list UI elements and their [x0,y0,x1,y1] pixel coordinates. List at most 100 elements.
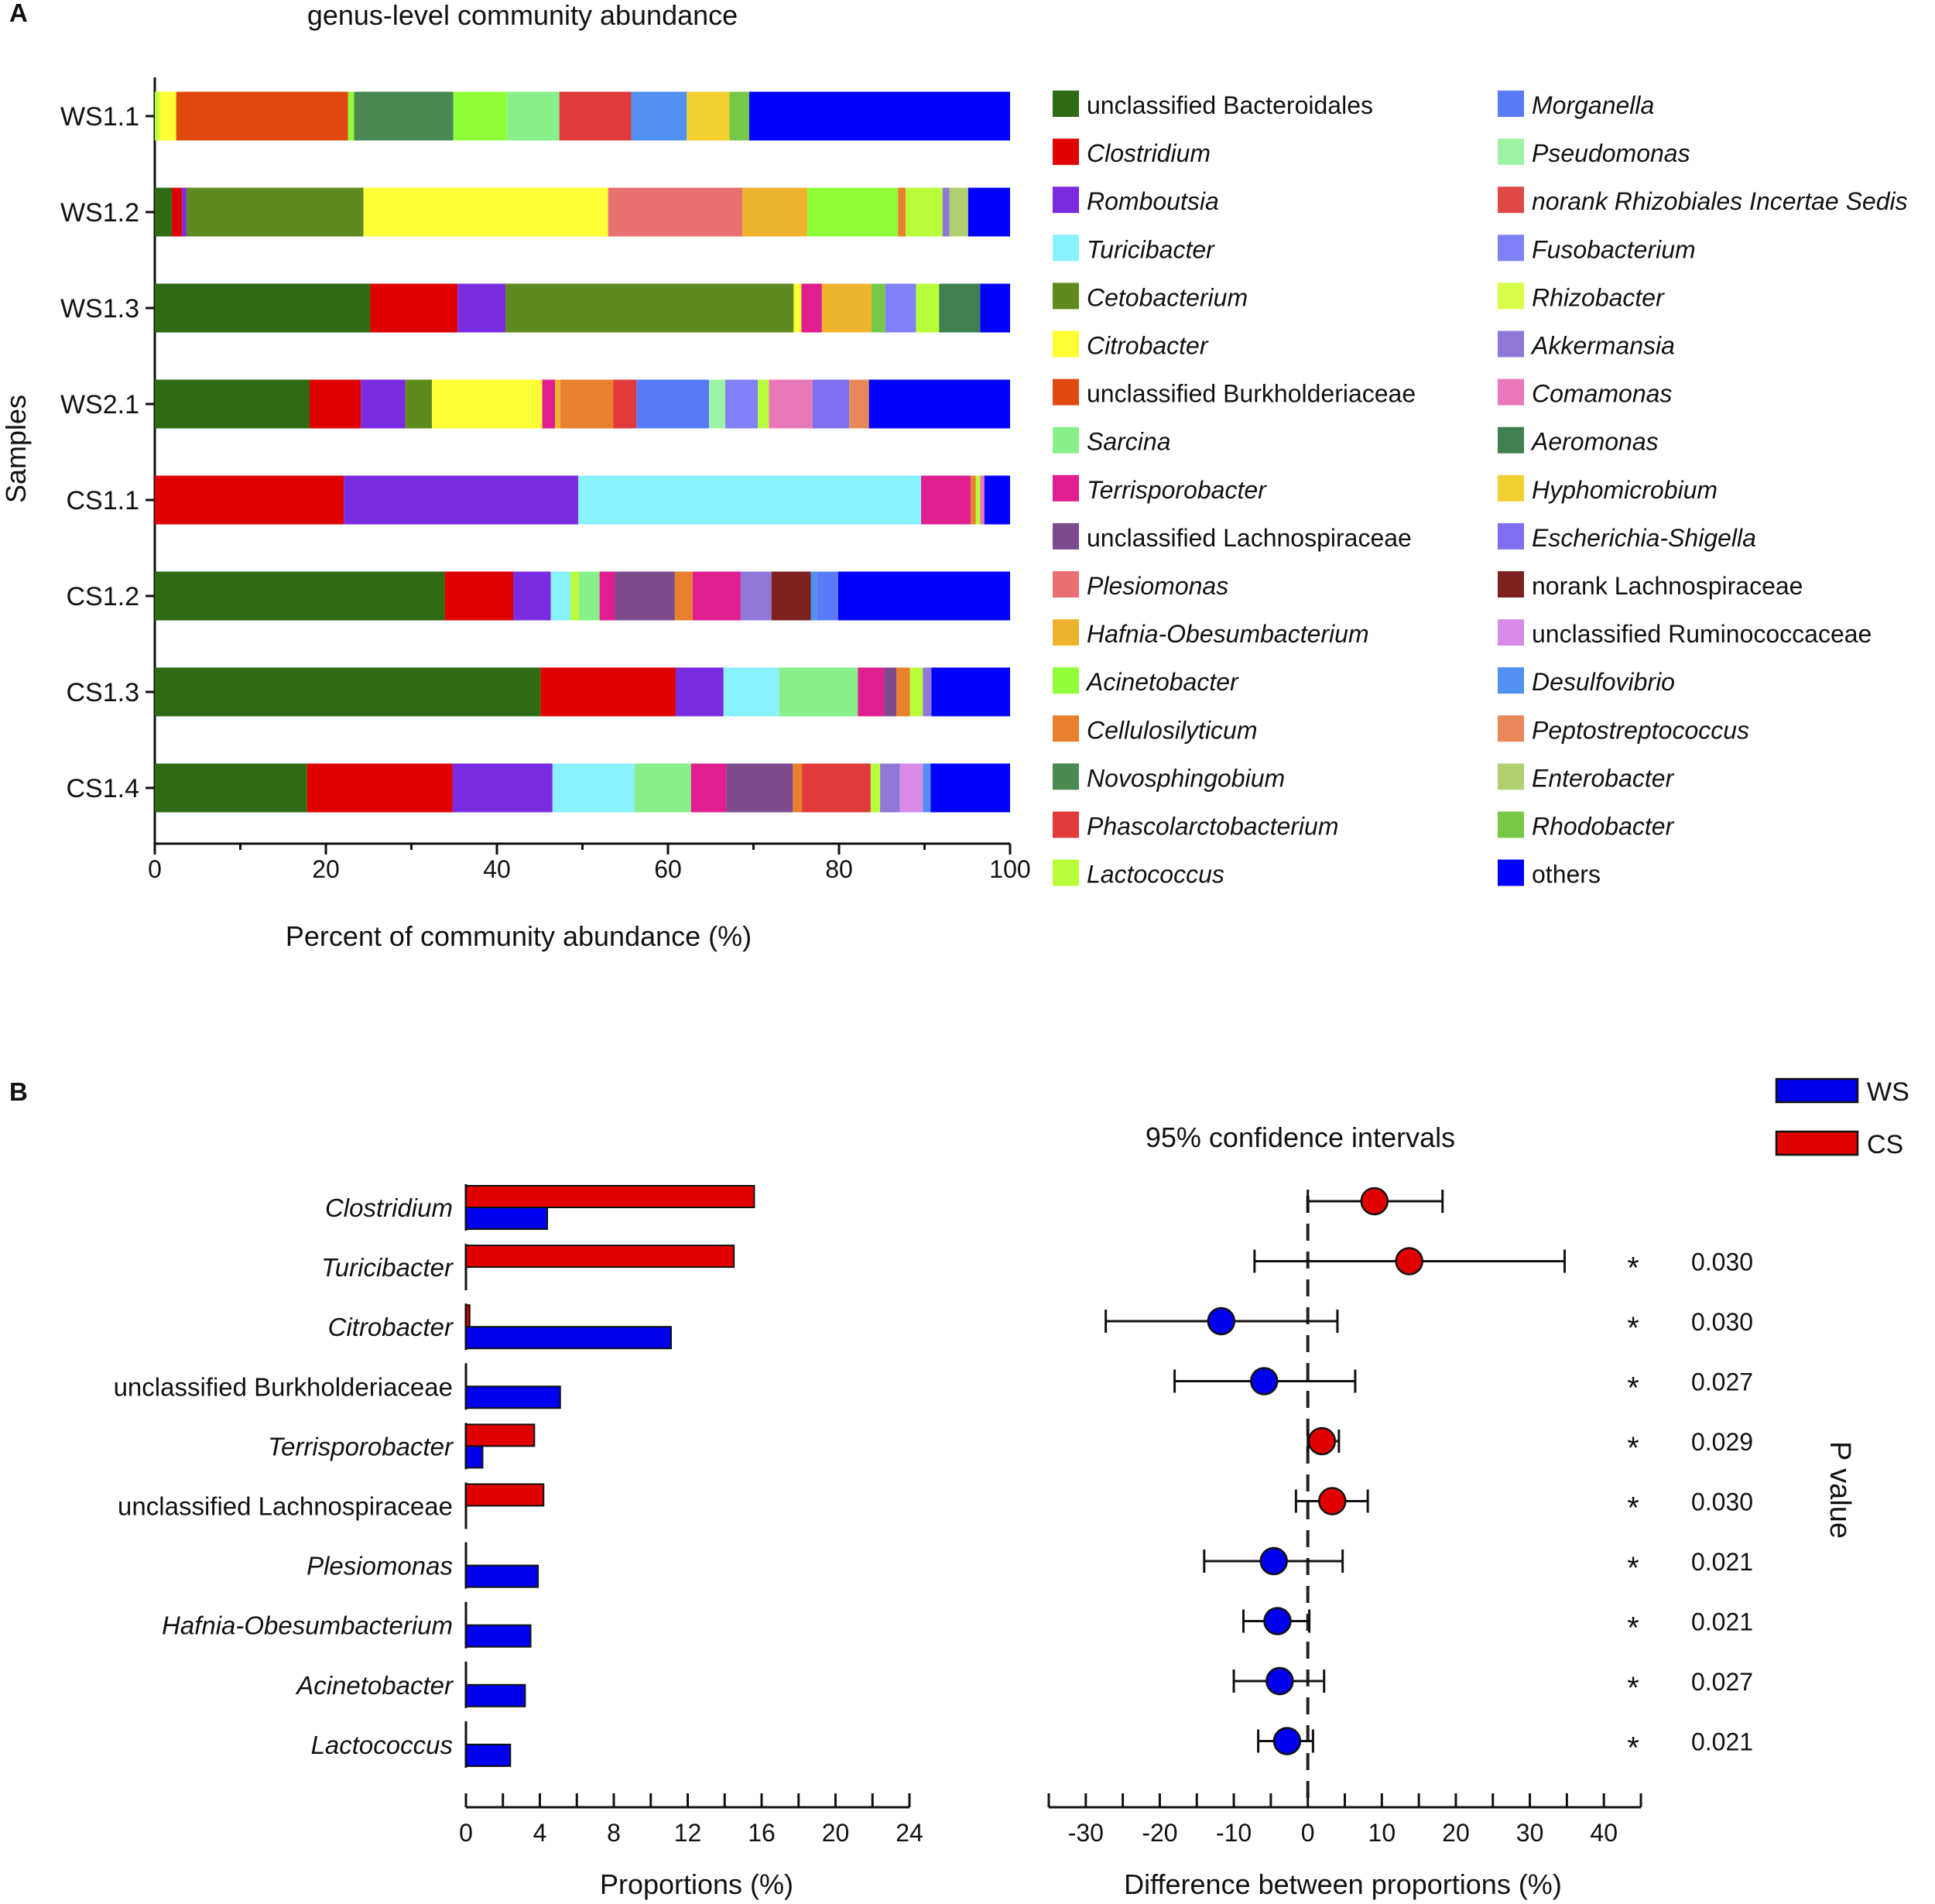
panel-c-x-tick-label: 20 [1442,1819,1470,1847]
bar-ws [465,1743,512,1767]
panel-a-x-axis-label: Percent of community abundance (%) [286,920,752,952]
bar-segment-others [930,763,1010,813]
legend-label-turicibacter: Turicibacter [1087,235,1215,263]
panel-b-x-tick-label: 0 [459,1819,473,1847]
sample-label: WS1.3 [60,294,139,324]
bar-segment-hafnia-obesumbacterium [555,379,560,429]
category-label: Turicibacter [321,1253,454,1282]
bar-segment-others [968,187,1010,237]
effect-point-cs [1360,1187,1389,1216]
category-label: Terrisporobacter [268,1432,454,1461]
significance-marker: * [1627,1491,1639,1526]
bar-segment-unclassified-lachnospiraceae [726,763,793,813]
legend-swatch-unclassified-bacteroidales [1053,91,1079,117]
sample-label: WS2.1 [60,390,139,419]
p-value: 0.021 [1691,1548,1753,1576]
legend-swatch-acinetobacter [1053,667,1079,694]
bar-segment-citrobacter [793,283,802,333]
category-label: unclassified Burkholderiaceae [114,1372,453,1401]
panel-a-plot: WS1.1 WS1.2 WS1.3 WS2.1 CS1.1 CS1.2 CS1.3 CS1.4… [60,77,1031,883]
panel-b-x-tick-label: 16 [748,1819,776,1847]
bar-segment-others [984,475,1010,525]
bar-segment-lactococcus [870,763,881,813]
bar-ws [465,1207,549,1230]
bar-segment-lactococcus [975,475,981,525]
legend-swatch-desulfovibrio [1498,667,1524,694]
legend-swatch-hyphomicrobium [1498,474,1524,502]
bar-segment-terrisporobacter [801,283,822,333]
effect-point-cs [1307,1426,1337,1456]
panel-b-bars-plot: Clostridium Turicibacter Citrobacter unclas… [114,1184,923,1847]
legend-swatch-cellulosilyticum [1053,715,1079,742]
p-value: 0.030 [1691,1248,1753,1276]
legend-swatch-turicibacter [1053,235,1079,262]
bar-segment-clostridium [310,379,361,429]
bar-segment-sarcina [579,571,600,621]
bar-segment-citrobacter [363,187,608,237]
category-label: Hafnia-Obesumbacterium [162,1611,453,1640]
significance-marker: * [1627,1371,1639,1406]
bar-ws [465,1564,539,1588]
bar-segment-desulfovibrio [810,571,817,621]
legend-label-norank-rhizobiales-incertae-sedis: norank Rhizobiales Incertae Sedis [1532,187,1908,215]
sample-label: WS1.1 [60,102,139,132]
bar-cs [465,1483,545,1507]
bar-segment-comamonas [980,475,985,525]
legend-label-lactococcus: Lactococcus [1087,861,1224,889]
legend-swatch-aeromonas [1498,426,1524,454]
sample-label: CS1.1 [67,486,140,515]
bar-segment-citrobacter [159,91,176,141]
effect-point-ws [1207,1306,1236,1336]
effect-point-ws [1250,1367,1279,1395]
legend-label-morganella: Morganella [1532,91,1654,119]
bar-segment-novosphingobium [354,91,454,141]
bar-segment-fusobacterium [725,379,759,429]
bar-segment-terrisporobacter [693,571,741,621]
bar-segment-phascolarctobacterium [613,379,637,429]
significance-marker: * [1627,1551,1639,1585]
bar-segment-clostridium [370,283,458,333]
bar-segment-akkermansia [942,187,950,237]
panel-a-title: genus-level community abundance [307,0,738,31]
legend-swatch-norank-rhizobiales-incertae-sedis [1498,187,1524,214]
bar-segment-phascolarctobacterium [559,91,632,141]
legend-label-terrisporobacter: Terrisporobacter [1087,476,1267,504]
bar-segment-desulfovibrio [923,763,931,813]
legend-label-hyphomicrobium: Hyphomicrobium [1532,476,1718,504]
panel-c-x-tick-label: 0 [1301,1819,1315,1847]
bar-segment-terrisporobacter [599,571,615,621]
panel-c-legend: WS CS [1775,1077,1909,1159]
bar-segment-lactococcus [916,283,940,333]
legend-label-plesiomonas: Plesiomonas [1087,572,1228,600]
legend-swatch-peptostreptococcus [1498,715,1524,742]
legend-swatch-unclassified-ruminococcaceae [1498,619,1524,646]
bar-segment-romboutsia [512,571,551,621]
bar-segment-terrisporobacter [542,379,556,429]
bar-segment-rhodobacter [871,283,885,333]
panel-c-ci-plot: * 0.030 * 0.030 * 0.027 * 0.029 * 0.030 * 0.021 * 0.0… [1047,1187,1753,1847]
bar-segment-clostridium [307,763,453,813]
legend-label-clostridium: Clostridium [1087,139,1211,167]
panel-c-p-value-label: P value [1824,1441,1856,1539]
legend-swatch-unclassified-burkholderiaceae [1053,378,1079,406]
bar-segment-escherichia-shigella [812,379,850,429]
bar-segment-unclassified-bacteroidales [155,379,310,429]
bar-segment-others [931,667,1010,717]
legend-label-unclassified-burkholderiaceae: unclassified Burkholderiaceae [1087,380,1416,408]
bar-segment-morganella [636,379,710,429]
legend-label-romboutsia: Romboutsia [1087,187,1219,215]
panel-b-x-tick-label: 8 [607,1819,621,1847]
legend-label-fusobacterium: Fusobacterium [1532,235,1696,263]
panel-a-x-tick-label: 80 [825,855,853,883]
bar-segment-turicibacter [577,475,922,525]
category-label: Lactococcus [311,1731,453,1759]
bar-segment-unclassified-lachnospiraceae [615,571,675,621]
bar-segment-hafnia-obesumbacterium [821,283,872,333]
bar-segment-sarcina [507,91,560,141]
p-value: 0.030 [1691,1308,1753,1336]
bar-segment-plesiomonas [608,187,743,237]
bar-segment-cellulosilyticum [971,475,976,525]
panel-a-x-tick-label: 40 [483,855,511,883]
panel-c-x-tick-label: 10 [1368,1819,1396,1847]
bar-segment-clostridium [155,475,344,525]
